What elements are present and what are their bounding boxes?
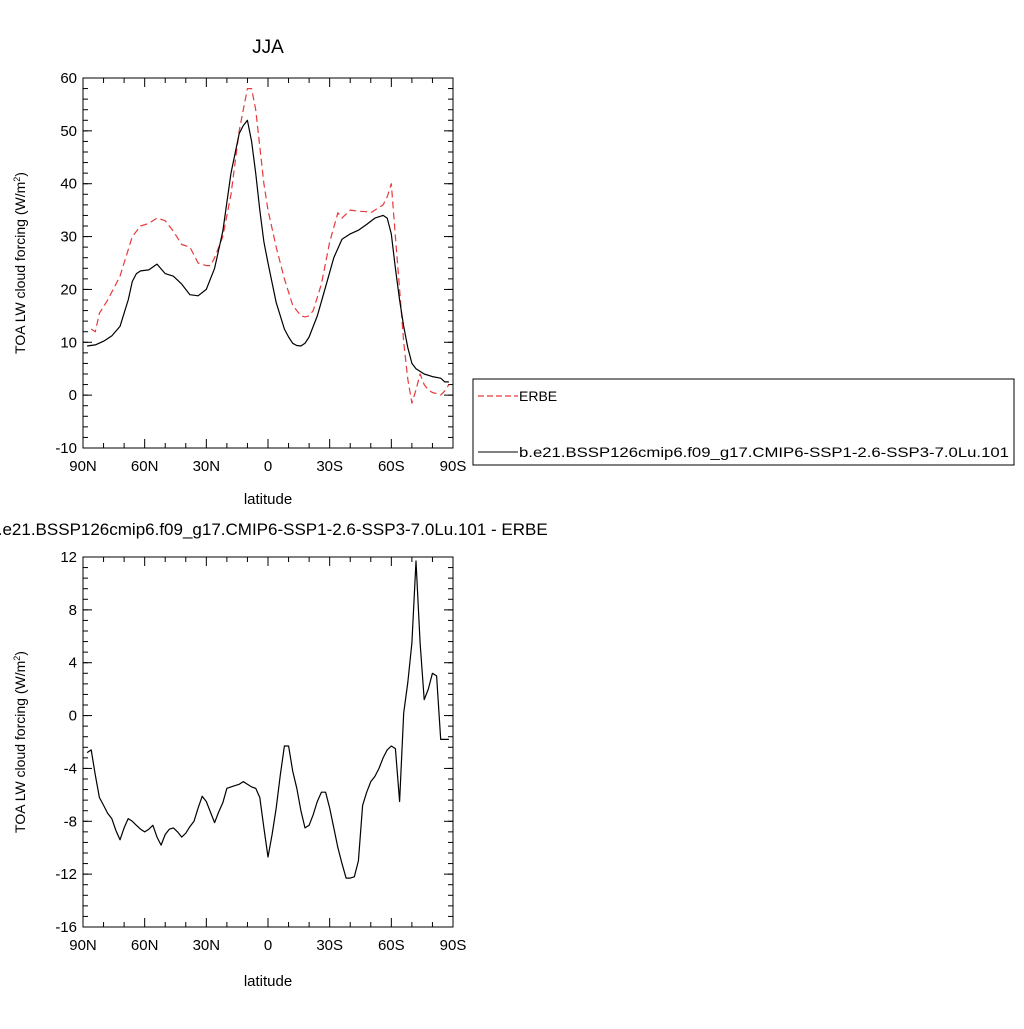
- x-tick-label: 0: [264, 937, 272, 954]
- y-tick-label: -4: [64, 760, 77, 777]
- x-tick-label: 90S: [440, 458, 467, 475]
- bottom-x-tick-labels: 90N 60N 30N 0 30S 60S 90S: [69, 937, 466, 954]
- top-x-tick-labels: 90N 60N 30N 0 30S 60S 90S: [69, 458, 466, 475]
- y-tick-label: 30: [60, 229, 77, 246]
- bottom-x-axis-title: latitude: [244, 973, 292, 990]
- bottom-chart-title: b.e21.BSSP126cmip6.f09_g17.CMIP6-SSP1-2.…: [0, 520, 548, 539]
- y-tick-label: 60: [60, 70, 77, 87]
- bottom-plot-series: [86, 560, 449, 879]
- bottom-panel: b.e21.BSSP126cmip6.f09_g17.CMIP6-SSP1-2.…: [0, 520, 548, 990]
- x-tick-label: 30S: [316, 937, 343, 954]
- x-tick-label: 0: [264, 458, 272, 475]
- x-tick-label: 60S: [378, 458, 405, 475]
- bottom-y-axis-title: TOA LW cloud forcing (W/m2): [12, 651, 28, 833]
- y-tick-label: 10: [60, 334, 77, 351]
- top-plot-series: [87, 87, 450, 404]
- x-tick-label: 90S: [440, 937, 467, 954]
- top-panel: JJA 90N 60N 30N 0 30S 60S 90S -10 0 10 20 30 40 50 60…: [12, 37, 466, 508]
- y-tick-label: 50: [60, 123, 77, 140]
- x-tick-label: 60S: [378, 937, 405, 954]
- y-tick-label: 12: [60, 549, 77, 566]
- x-tick-label: 30N: [193, 458, 221, 475]
- y-tick-label: 4: [69, 655, 77, 672]
- bottom-y-tick-labels: -16 -12 -8 -4 0 4 8 12: [55, 549, 77, 936]
- legend-model-label: b.e21.BSSP126cmip6.f09_g17.CMIP6-SSP1-2.…: [519, 444, 1009, 460]
- x-tick-label: 30S: [316, 458, 343, 475]
- x-tick-label: 90N: [69, 458, 97, 475]
- top-y-tick-labels: -10 0 10 20 30 40 50 60: [55, 70, 77, 457]
- top-axis-ticks: [82, 77, 454, 449]
- legend: ERBE b.e21.BSSP126cmip6.f09_g17.CMIP6-SS…: [472, 378, 1015, 466]
- y-tick-label: 0: [69, 387, 77, 404]
- bottom-axis-ticks: [82, 556, 454, 928]
- panel2-series-line-1: [86, 560, 449, 879]
- y-tick-label: 40: [60, 176, 77, 193]
- panel1-series-line-2: [87, 119, 449, 383]
- panel1-series-line-1: [90, 87, 450, 404]
- top-y-axis-title: TOA LW cloud forcing (W/m2): [12, 172, 28, 354]
- bottom-plot-frame: [82, 556, 454, 928]
- y-tick-label: -10: [55, 440, 77, 457]
- x-tick-label: 90N: [69, 937, 97, 954]
- x-tick-label: 60N: [131, 458, 159, 475]
- y-tick-label: -16: [55, 919, 77, 936]
- y-tick-label: -8: [64, 813, 77, 830]
- legend-erbe-label: ERBE: [519, 388, 557, 404]
- x-tick-label: 30N: [193, 937, 221, 954]
- y-tick-label: -12: [55, 866, 77, 883]
- y-tick-label: 0: [69, 708, 77, 725]
- y-tick-label: 20: [60, 281, 77, 298]
- x-tick-label: 60N: [131, 937, 159, 954]
- top-x-axis-title: latitude: [244, 491, 292, 508]
- legend-box: [472, 378, 1015, 466]
- y-tick-label: 8: [69, 602, 77, 619]
- top-chart-title: JJA: [252, 37, 284, 58]
